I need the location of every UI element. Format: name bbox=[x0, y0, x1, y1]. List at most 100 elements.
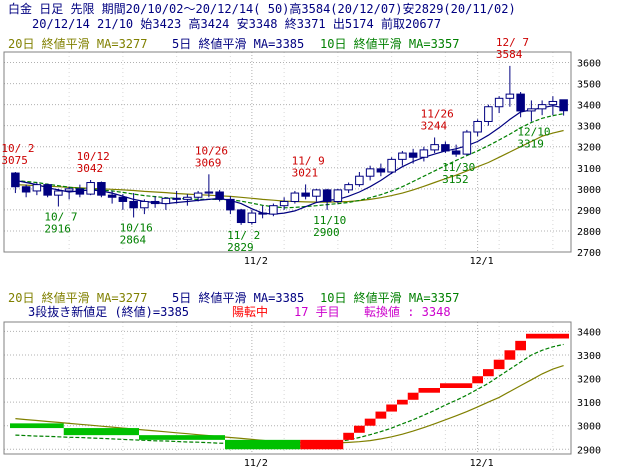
candle-up bbox=[54, 190, 63, 196]
candle-down bbox=[516, 93, 525, 112]
candle-down bbox=[376, 168, 386, 173]
price-annotation-value: 3042 bbox=[77, 162, 104, 175]
break-brick-up bbox=[504, 350, 516, 360]
candle-up bbox=[86, 182, 95, 195]
price-annotation-value: 3075 bbox=[1, 154, 28, 167]
price-annotation-value: 3584 bbox=[496, 48, 523, 61]
price-annotation-date: 12/ 7 bbox=[496, 36, 529, 49]
price-annotation-date: 12/10 bbox=[517, 126, 550, 139]
price-annotation-value: 2829 bbox=[227, 241, 254, 254]
legend-ma10-top: 10日 終値平滑 MA=3357 bbox=[320, 36, 459, 51]
candle-up bbox=[548, 100, 558, 106]
break-brick-up bbox=[343, 432, 354, 440]
candle-down bbox=[118, 196, 128, 202]
candle-up bbox=[537, 104, 547, 110]
break-brick-up bbox=[418, 388, 440, 393]
price-ytick-label: 2700 bbox=[577, 248, 601, 259]
price-ytick-label: 3400 bbox=[577, 101, 601, 112]
break-brick-up bbox=[493, 359, 505, 370]
price-annotation-date: 11/10 bbox=[313, 214, 346, 227]
candle-down bbox=[441, 144, 450, 152]
price-ytick-label: 3600 bbox=[577, 59, 601, 70]
legend-ma5-bottom: 5日 終値平滑 MA=3385 bbox=[172, 290, 304, 305]
break-brick-down bbox=[139, 435, 225, 440]
break-brick-up bbox=[526, 333, 569, 339]
break-brick-up bbox=[472, 376, 483, 384]
price-annotation-date: 11/26 bbox=[421, 107, 454, 120]
candle-down bbox=[408, 152, 418, 158]
break-brick-down bbox=[225, 439, 301, 450]
price-ytick-label: 2800 bbox=[577, 227, 601, 238]
candle-up bbox=[398, 152, 407, 160]
candle-down bbox=[301, 192, 310, 197]
price-panel-frame bbox=[3, 51, 572, 253]
candle-up bbox=[430, 144, 439, 151]
candle-up bbox=[462, 131, 472, 155]
price-annotation-value: 2864 bbox=[120, 233, 147, 246]
candle-up bbox=[32, 184, 42, 192]
price-annotation-value: 3319 bbox=[517, 138, 544, 151]
break-ytick-label: 3000 bbox=[577, 422, 601, 433]
break-brick-up bbox=[440, 383, 473, 388]
candle-down bbox=[226, 198, 235, 211]
price-ytick-label: 3000 bbox=[577, 185, 601, 196]
break-ytick-label: 3300 bbox=[577, 351, 601, 362]
legend-ma20-top: 20日 終値平滑 MA=3277 bbox=[8, 36, 147, 51]
price-ytick-label: 2900 bbox=[577, 206, 601, 217]
break-brick-up bbox=[515, 340, 526, 351]
candle-down bbox=[451, 150, 461, 155]
chart-header: 白金 日足 先限 期間20/10/02～20/12/14( 50)高3584(2… bbox=[0, 0, 624, 34]
break-count-label: 17 手目 bbox=[294, 305, 340, 319]
candle-down bbox=[97, 182, 106, 196]
break-brick-up bbox=[300, 439, 344, 450]
candle-up bbox=[355, 175, 364, 186]
candle-up bbox=[365, 168, 375, 177]
candle-up bbox=[64, 188, 74, 192]
price-xtick-label: 11/2 bbox=[244, 256, 268, 267]
candle-up bbox=[484, 106, 493, 122]
price-annotation-date: 10/12 bbox=[77, 150, 110, 163]
candle-down bbox=[11, 172, 20, 188]
break-ytick-label: 2900 bbox=[577, 445, 601, 456]
candle-up bbox=[527, 108, 536, 112]
candle-down bbox=[172, 197, 181, 200]
candle-down bbox=[107, 194, 117, 198]
candle-down bbox=[322, 189, 332, 202]
break-brick-up bbox=[397, 399, 408, 405]
price-ytick-label: 3100 bbox=[577, 164, 601, 175]
candle-down bbox=[559, 99, 568, 112]
candle-up bbox=[269, 205, 278, 215]
candle-down bbox=[258, 212, 267, 215]
price-ytick-label: 3500 bbox=[577, 80, 601, 91]
break-trend-label: 陽転中 bbox=[232, 304, 268, 319]
price-annotation-value: 2916 bbox=[44, 223, 71, 236]
price-annotation-date: 11/ 2 bbox=[227, 229, 260, 242]
candle-up bbox=[505, 93, 515, 99]
price-ytick-label: 3200 bbox=[577, 143, 601, 154]
break-brick-up bbox=[364, 418, 376, 426]
candle-up bbox=[290, 192, 300, 202]
break-brick-down bbox=[10, 423, 64, 429]
break-brick-down bbox=[63, 428, 139, 436]
candle-down bbox=[21, 186, 31, 193]
price-ytick-label: 3300 bbox=[577, 122, 601, 133]
candle-up bbox=[494, 97, 504, 108]
candle-up bbox=[193, 192, 203, 198]
candle-up bbox=[333, 189, 343, 202]
break-brick-up bbox=[407, 392, 419, 400]
candle-up bbox=[183, 196, 192, 200]
price-annotation-date: 10/ 7 bbox=[44, 211, 77, 224]
candle-up bbox=[161, 197, 171, 205]
break-panel-frame bbox=[3, 321, 572, 455]
ma10-line bbox=[15, 113, 564, 209]
candle-down bbox=[215, 191, 224, 200]
candle-up bbox=[140, 200, 149, 209]
legend-ma5-top: 5日 終値平滑 MA=3385 bbox=[172, 36, 304, 51]
candle-up bbox=[279, 200, 289, 207]
price-annotation-date: 10/ 2 bbox=[1, 142, 34, 155]
header-ohlc-line: 20/12/14 21/10 始3423 高3424 安3348 終3371 出… bbox=[32, 17, 442, 31]
candle-up bbox=[387, 158, 396, 173]
break-ytick-label: 3100 bbox=[577, 398, 601, 409]
candle-down bbox=[129, 200, 138, 209]
price-annotation-date: 10/26 bbox=[195, 144, 228, 157]
